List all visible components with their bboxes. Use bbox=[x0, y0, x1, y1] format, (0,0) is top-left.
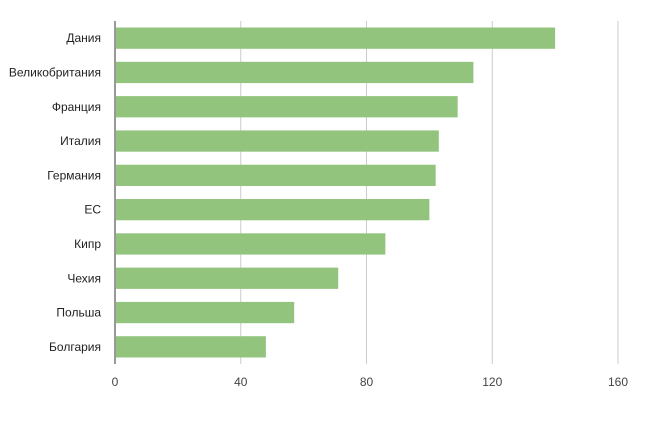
category-label: Болгария bbox=[49, 340, 101, 354]
x-tick-label: 0 bbox=[112, 375, 119, 389]
bar bbox=[116, 27, 556, 49]
bar bbox=[116, 336, 266, 358]
category-label: ЕС bbox=[84, 203, 101, 217]
x-tick-label: 40 bbox=[234, 375, 248, 389]
x-tick-labels: 0 40 80 120 160 bbox=[112, 375, 629, 389]
x-tick-label: 120 bbox=[482, 375, 502, 389]
bar bbox=[116, 233, 386, 255]
bar bbox=[116, 96, 458, 118]
bar bbox=[116, 130, 439, 152]
category-label: Кипр bbox=[74, 237, 101, 251]
category-labels: Дания Великобритания Франция Италия Германия… bbox=[9, 31, 101, 354]
bar bbox=[116, 61, 474, 84]
category-label: Великобритания bbox=[9, 65, 101, 79]
category-label: Польша bbox=[56, 306, 101, 320]
bar bbox=[116, 164, 436, 186]
x-tick-label: 160 bbox=[608, 375, 628, 389]
category-label: Дания bbox=[66, 31, 101, 45]
bar bbox=[116, 301, 295, 324]
category-label: Италия bbox=[60, 134, 101, 148]
bar bbox=[116, 199, 430, 221]
category-label: Чехия bbox=[67, 271, 101, 285]
category-label: Германия bbox=[47, 168, 101, 182]
category-label: Франция bbox=[52, 100, 101, 114]
x-tick-label: 80 bbox=[360, 375, 374, 389]
bars bbox=[116, 27, 556, 358]
bar bbox=[116, 267, 339, 289]
